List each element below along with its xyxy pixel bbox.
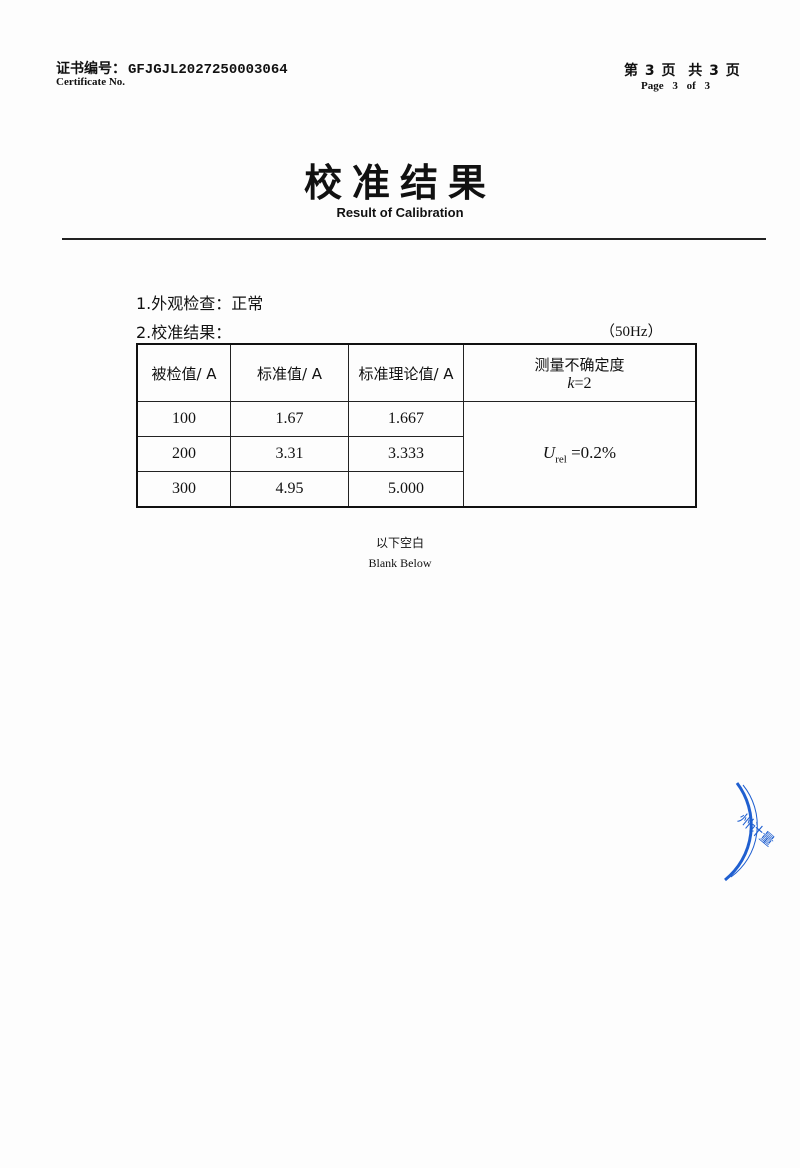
seal-inner-ring (730, 784, 758, 878)
coverage-factor: k=2 (567, 374, 592, 392)
frequency: （50Hz） (600, 324, 663, 340)
cell: 1.667 (348, 401, 464, 437)
cell: 100 (136, 401, 231, 437)
uncertainty-cell: Urel =0.2% (463, 401, 697, 508)
table-row: 200 3.31 3.333 (136, 436, 696, 472)
cell: 1.67 (230, 401, 349, 437)
cell: 200 (136, 436, 231, 472)
cert-label-en: Certificate No. (56, 76, 126, 88)
appearance-check: 1.外观检查：正常 (136, 294, 264, 313)
uncertainty-header: 测量不确定度 (534, 355, 625, 374)
cell: 3.333 (348, 436, 464, 472)
calibration-result-label: 2.校准结果： (136, 323, 232, 342)
cert-label: 证书编号： (56, 61, 126, 77)
page-number-cn: 第 3 页 共 3 页 (624, 63, 741, 79)
page-number-en: Page 3 of 3 (641, 80, 711, 92)
blank-below-en: Blank Below (368, 556, 432, 570)
seal-text: 州计量 (734, 811, 776, 850)
table-row: 300 4.95 5.000 (136, 471, 696, 508)
cell: 4.95 (230, 471, 349, 508)
seal-stamp: 州计量 (724, 782, 777, 882)
header-cell: 标准值/ A (230, 343, 349, 402)
u-sub: rel (555, 453, 567, 466)
blank-below-cn: 以下空白 (375, 536, 424, 550)
u-value: =0.2% (571, 442, 617, 462)
divider (62, 238, 766, 240)
cell: 5.000 (348, 471, 464, 508)
header-cell: 标准理论值/ A (348, 343, 464, 402)
u-symbol: U (542, 442, 556, 462)
header-cell: 被检值/ A (136, 343, 231, 402)
cert-no: GFJGJL2027250003064 (128, 62, 288, 78)
header-cell-uncertainty: 测量不确定度 k=2 (463, 343, 697, 402)
page-subtitle: Result of Calibration (336, 205, 464, 220)
page-title: 校准结果 (303, 160, 496, 205)
table-row: 100 1.67 1.667 Urel =0.2% (136, 401, 697, 508)
seal-ring (724, 782, 753, 882)
cell: 3.31 (230, 436, 349, 472)
cell: 300 (136, 471, 231, 508)
certificate-number: 证书编号： GFJGJL2027250003064 (56, 58, 288, 78)
results-table: 被检值/ A 标准值/ A 标准理论值/ A 测量不确定度 k=2 100 1.6… (136, 343, 697, 508)
